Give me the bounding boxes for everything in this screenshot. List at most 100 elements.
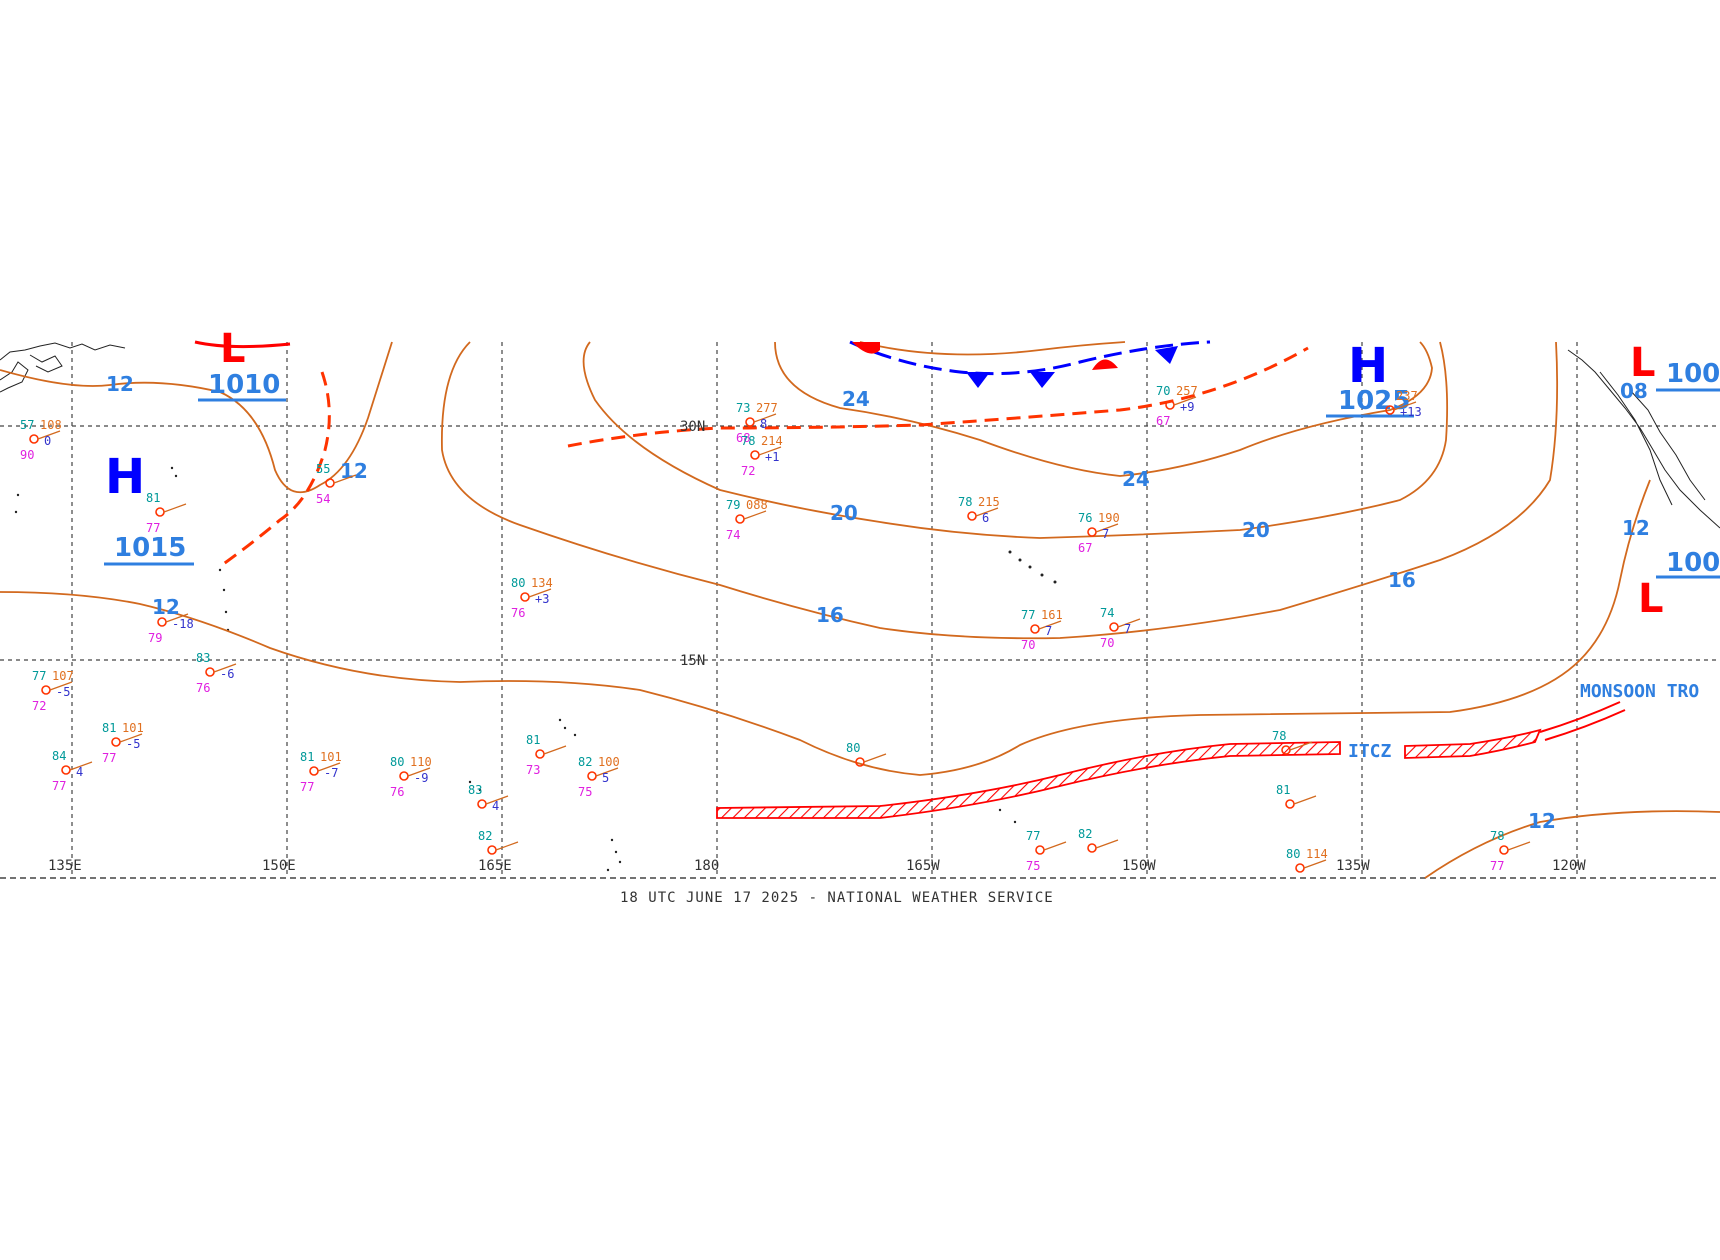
lon-label: 135E [48, 858, 82, 874]
high-symbol: H [105, 449, 145, 505]
station-tendency: +3 [535, 592, 549, 606]
station-plot: 78 214 72 +1 [741, 434, 783, 478]
station-plot: 78 77 [1490, 829, 1531, 873]
low-center-east-south: L 100 [1638, 548, 1720, 622]
fronts [194, 340, 1309, 567]
station-circle-icon [477, 799, 487, 809]
station-plot: 70 257 67 +9 [1156, 384, 1198, 428]
itcz-label: ITCZ [1348, 741, 1392, 762]
isobar-label: 08 [1620, 379, 1648, 403]
station-tendency: 7 [1102, 527, 1109, 541]
station-dewpoint: 68 [736, 431, 750, 445]
station-plot: 82 100 75 5 [578, 755, 620, 799]
station-circle-icon [155, 507, 165, 517]
station-circle-icon [1285, 799, 1295, 809]
station-circle-icon [29, 434, 39, 444]
station-plot: 82 [478, 829, 519, 855]
station-temperature: 81 [1276, 783, 1290, 797]
dashed-trough-west [221, 371, 331, 567]
station-plot: 77 161 70 7 [1021, 608, 1063, 652]
wind-barb-icon [1507, 841, 1531, 851]
station-tendency: -5 [126, 737, 140, 751]
station-circle-icon [735, 514, 745, 524]
monsoon-trough-label: MONSOON TRO [1580, 681, 1699, 702]
station-dewpoint: 74 [726, 528, 740, 542]
low-pressure-value: 100 [1666, 548, 1720, 578]
wind-barb-icon [1173, 396, 1197, 406]
station-temperature: 80 [846, 741, 860, 755]
station-plot: 81 [1276, 783, 1317, 809]
station-plot: 80 114 [1286, 847, 1328, 873]
wind-barb-icon [1038, 620, 1062, 630]
station-temperature: 78 [1490, 829, 1504, 843]
station-temperature: 82 [578, 755, 592, 769]
wind-barb-icon [119, 733, 143, 743]
station-circle-icon [309, 766, 319, 776]
lon-label: 150E [262, 858, 296, 874]
station-tendency: 0 [44, 434, 51, 448]
warm-front-bump [852, 342, 880, 354]
lat-label: 30N [680, 419, 705, 435]
wind-barb-icon [1095, 839, 1119, 849]
station-plot: 84 77 4 [52, 749, 93, 793]
station-temperature: 82 [1078, 827, 1092, 841]
station-circle-icon [587, 771, 597, 781]
isobar-1016 [441, 341, 1559, 640]
station-plot: 83 76 -6 [196, 651, 237, 695]
isobar-1012-east-south [1424, 810, 1720, 879]
station-dewpoint: 77 [52, 779, 66, 793]
station-circle-icon [487, 845, 497, 855]
wind-barb-icon [1293, 795, 1317, 805]
station-tendency: -6 [220, 667, 234, 681]
station-temperature: 81 [300, 750, 314, 764]
wind-barb-icon [333, 474, 357, 484]
station-plot: 79 -18 [148, 613, 194, 645]
cold-front-barb [966, 372, 990, 388]
isobar-label: 12 [106, 372, 134, 396]
station-pressure: 107 [52, 669, 74, 683]
low-center-east-north: L 100 [1630, 340, 1720, 392]
station-plot: 237+13 [1385, 389, 1422, 419]
station-circle-icon [1030, 624, 1040, 634]
lon-label: 165E [478, 858, 512, 874]
wind-barb-icon [1095, 523, 1119, 533]
low-pressure-value: 1010 [208, 370, 280, 400]
pacific-islands [14, 466, 1057, 872]
map-caption: 18 UTC JUNE 17 2025 - NATIONAL WEATHER S… [620, 890, 1054, 906]
station-plot: 80 110 76 -9 [390, 755, 432, 799]
wind-barb-icon [317, 762, 341, 772]
station-temperature: 57 [20, 418, 34, 432]
station-pressure: 257 [1176, 384, 1198, 398]
station-dewpoint: 75 [578, 785, 592, 799]
station-tendency: 8 [760, 417, 767, 431]
station-tendency: 7 [1124, 622, 1131, 636]
station-plot: 55 54 [316, 462, 357, 506]
station-dewpoint: 76 [390, 785, 404, 799]
station-plot: 80 134 76 +3 [511, 576, 553, 620]
lon-label: 180 [694, 858, 719, 874]
station-temperature: 82 [478, 829, 492, 843]
station-plot: 82 [1078, 827, 1119, 853]
station-plot: 80 [846, 741, 887, 767]
lat-lon-grid [0, 342, 1720, 878]
station-circle-icon [1295, 863, 1305, 873]
station-pressure: 214 [761, 434, 783, 448]
coastline-japan [0, 342, 126, 393]
high-center-east: H 1025 [1326, 338, 1414, 418]
station-pressure: 134 [531, 576, 553, 590]
wind-barb-icon [528, 588, 552, 598]
isobar-label: 20 [830, 501, 858, 525]
wind-barb-icon [975, 507, 999, 517]
high-symbol: H [1348, 338, 1388, 394]
high-pressure-value: 1015 [114, 533, 186, 563]
cold-front-barb [1155, 346, 1178, 364]
isobar-label: 24 [1122, 467, 1150, 491]
wind-barb-icon [1393, 401, 1417, 411]
station-pressure: 161 [1041, 608, 1063, 622]
station-tendency: +13 [1400, 405, 1422, 419]
station-dewpoint: 73 [526, 763, 540, 777]
station-plot: 81 73 [526, 733, 567, 777]
station-tendency: -5 [56, 685, 70, 699]
station-circle-icon [1087, 843, 1097, 853]
